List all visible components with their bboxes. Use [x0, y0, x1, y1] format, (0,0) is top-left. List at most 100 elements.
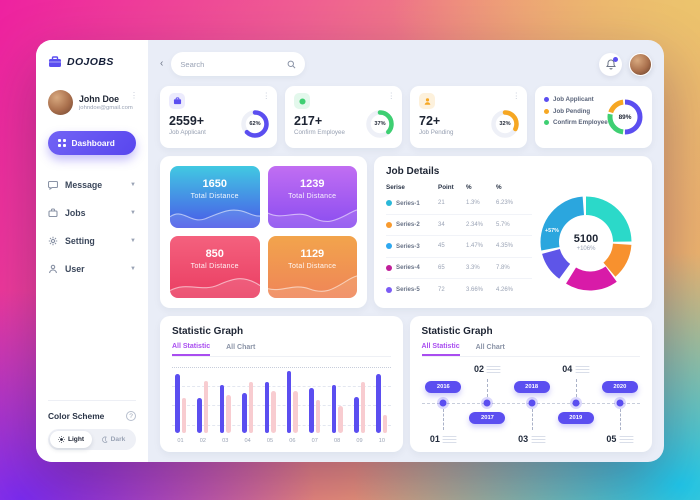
x-axis-label: 05: [266, 438, 274, 444]
bar-group[interactable]: [331, 369, 344, 433]
sidebar-item-message[interactable]: Message ▼: [48, 171, 136, 199]
year-badge: 2020: [601, 380, 638, 393]
bar-group[interactable]: [264, 369, 277, 433]
year-badge: 2019: [557, 411, 594, 424]
wave-decoration: [267, 275, 357, 298]
person-icon: [48, 264, 58, 274]
series-point: 34: [438, 221, 445, 228]
year-badge: 2016: [425, 380, 462, 393]
notification-badge: [613, 56, 618, 62]
placeholder-text-lines: [442, 435, 457, 444]
secondary-bar: [181, 397, 186, 433]
series-pct2: 4.26%: [496, 286, 514, 293]
card-menu-icon[interactable]: ⋮: [512, 91, 521, 100]
timeline-connector: [487, 379, 489, 397]
table-row[interactable]: Series-4 65 3.3% 7.8%: [386, 258, 532, 279]
timeline-item[interactable]: 2017 02: [468, 365, 507, 444]
timeline-number: 02: [473, 364, 484, 374]
timeline-item[interactable]: 2018 03: [512, 365, 551, 444]
user-profile[interactable]: John Doe johndoe@gmail.com ⋮: [48, 90, 138, 115]
bar-group[interactable]: [174, 369, 187, 433]
timeline-number: 05: [606, 434, 617, 444]
primary-bar: [219, 385, 225, 433]
stat-card-confirm-employee[interactable]: ⋮ 217+ Confirm Employee 37%: [285, 86, 402, 148]
sidebar-item-user[interactable]: User ▼: [48, 255, 136, 283]
table-row[interactable]: Series-5 72 3.66% 4.26%: [386, 279, 532, 301]
table-row[interactable]: Series-3 45 1.47% 4.35%: [386, 236, 532, 258]
briefcase-logo-icon: [49, 56, 61, 67]
bar-group[interactable]: [196, 369, 209, 433]
sidebar-item-label: User: [65, 264, 85, 274]
secondary-bar: [248, 381, 254, 433]
secondary-bar: [315, 399, 321, 433]
main-content: ‹: [148, 40, 664, 462]
table-row[interactable]: Series-2 34 2.34% 5.7%: [386, 215, 532, 236]
logo: DOJOBS: [48, 56, 136, 68]
dark-mode-button[interactable]: Dark: [92, 431, 134, 448]
color-scheme-label: Color Scheme: [48, 411, 105, 421]
timeline-number: 01: [429, 434, 440, 444]
x-axis-label: 02: [199, 438, 206, 444]
bar-group[interactable]: [308, 369, 321, 433]
stat-card-job-applicant[interactable]: ⋮ 2559+ Job Applicant 62%: [160, 86, 277, 148]
card-menu-icon[interactable]: ⋮: [262, 91, 271, 100]
topbar-avatar[interactable]: [629, 52, 652, 76]
dashboard-button[interactable]: Dashboard: [48, 131, 136, 155]
search-input[interactable]: [180, 59, 288, 69]
distance-card[interactable]: 850 Total Distance: [170, 236, 260, 298]
bar-group[interactable]: [219, 369, 232, 433]
stat-card-summary[interactable]: Job Applicant Job Pending Confirm Employ…: [535, 86, 652, 148]
sidebar-item-jobs[interactable]: Jobs ▼: [48, 199, 136, 227]
distance-card[interactable]: 1239 Total Distance: [267, 166, 357, 228]
profile-name: John Doe: [79, 94, 120, 104]
gear-icon: [48, 236, 58, 246]
help-icon[interactable]: ?: [126, 411, 136, 421]
timeline-entry: 01: [430, 435, 457, 444]
x-axis-label: 03: [222, 438, 229, 444]
tab-all-chart[interactable]: All Chart: [476, 343, 505, 356]
series-dot: [386, 221, 392, 228]
series-pct2: 4.35%: [496, 243, 514, 250]
search-bar[interactable]: [171, 52, 306, 76]
bar-group[interactable]: [286, 369, 299, 433]
distance-card[interactable]: 1129 Total Distance: [267, 236, 357, 298]
series-point: 72: [438, 286, 445, 293]
table-row[interactable]: Series-1 21 1.3% 6.23%: [386, 193, 532, 215]
sidebar-item-label: Jobs: [65, 208, 86, 218]
bar-group[interactable]: [375, 369, 388, 433]
sidebar-collapse-icon[interactable]: ‹: [160, 58, 164, 69]
profile-menu-icon[interactable]: ⋮: [130, 91, 138, 100]
progress-ring-label: 62%: [249, 121, 261, 127]
gridline: [172, 385, 391, 387]
timeline-number: 04: [562, 364, 573, 374]
timeline-item[interactable]: 2020 05: [600, 365, 639, 444]
light-mode-button[interactable]: Light: [50, 431, 92, 448]
wave-decoration: [267, 209, 357, 228]
notifications-button[interactable]: [599, 52, 622, 76]
stat-label: Job Pending: [419, 129, 454, 136]
placeholder-text-lines: [575, 365, 590, 374]
legend-dot: [544, 97, 549, 102]
stat-label: Job Applicant: [169, 129, 206, 136]
legend-dot: [544, 120, 549, 125]
sidebar-item-setting[interactable]: Setting ▼: [48, 227, 136, 255]
column-header: %: [466, 184, 472, 191]
tab-all-statistic[interactable]: All Statistic: [421, 343, 460, 356]
stat-card-job-pending[interactable]: ⋮ 72+ Job Pending 32%: [410, 86, 527, 148]
bar-group[interactable]: [353, 369, 366, 433]
dashboard-grid-icon: [58, 139, 66, 147]
tab-all-chart[interactable]: All Chart: [226, 343, 255, 356]
tab-all-statistic[interactable]: All Statistic: [172, 343, 211, 356]
series-pct1: 3.3%: [466, 264, 480, 271]
bar-group[interactable]: [241, 369, 254, 433]
card-menu-icon[interactable]: ⋮: [387, 91, 396, 100]
timeline-entry: 03: [518, 435, 546, 444]
timeline-item[interactable]: 2019 04: [556, 365, 595, 444]
series-pct2: 6.23%: [496, 200, 514, 207]
series-point: 21: [438, 200, 445, 207]
bell-icon: [605, 58, 616, 69]
distance-card[interactable]: 1650 Total Distance: [170, 166, 260, 228]
timeline-item[interactable]: 2016 01: [424, 365, 463, 444]
series-pct1: 2.34%: [466, 221, 484, 228]
panel-title: Statistic Graph: [172, 326, 244, 337]
